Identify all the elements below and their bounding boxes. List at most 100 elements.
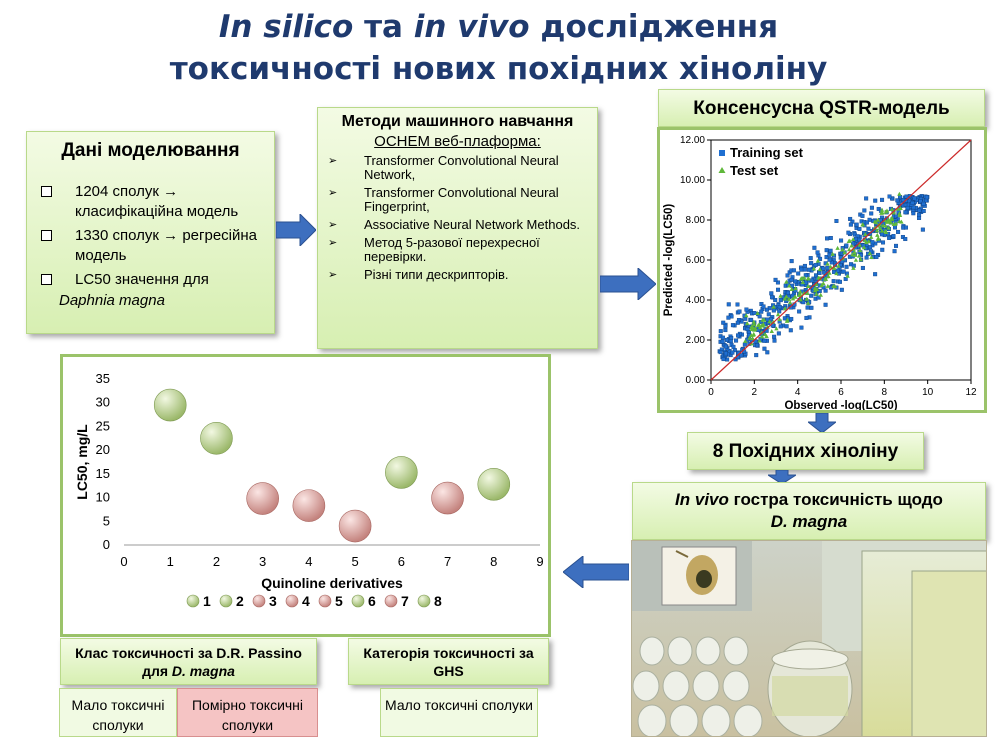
training-point: [831, 279, 836, 284]
training-point: [796, 271, 801, 276]
test-point: [877, 225, 883, 230]
test-point: [875, 232, 880, 237]
training-point: [768, 317, 773, 322]
modeling-item: 1204 сполук → класифікаційна модель: [39, 182, 274, 222]
training-point: [921, 209, 926, 214]
training-point: [901, 197, 906, 202]
training-point: [892, 249, 897, 254]
arrowhead-icon: ➢: [328, 237, 338, 249]
training-point: [812, 245, 817, 250]
test-point: [893, 221, 899, 226]
test-point: [786, 296, 792, 301]
test-point: [861, 245, 867, 250]
data-bubble: [431, 481, 464, 515]
training-point: [857, 237, 862, 242]
training-point: [791, 268, 796, 273]
training-point: [869, 249, 874, 254]
training-point: [854, 222, 859, 227]
training-point: [742, 342, 747, 347]
training-point: [815, 250, 820, 255]
test-point: [815, 258, 821, 263]
training-point: [816, 295, 821, 300]
test-point: [800, 280, 806, 285]
training-point: [718, 350, 723, 355]
data-bubble: [153, 388, 187, 422]
training-point: [880, 232, 885, 237]
training-point: [754, 353, 759, 358]
test-point: [806, 276, 811, 281]
test-point: [782, 306, 788, 311]
test-point: [775, 312, 781, 317]
training-point: [776, 287, 781, 292]
training-point: [728, 339, 733, 344]
qstr-chart-frame: 0 2 4 6 8 10 12 0.00 2.00 4.00 6.00 8.00 10.00 12.00 T…: [657, 127, 987, 413]
ml-item: ➢ Метод 5-разової перехресної перевірки.: [328, 236, 591, 264]
training-point: [844, 243, 849, 248]
x-tick-label: 10: [922, 387, 934, 398]
data-bubble: [385, 456, 418, 489]
modeling-header: Дані моделювання: [61, 140, 240, 161]
test-point: [774, 326, 779, 331]
legend-label: 5: [335, 593, 343, 609]
invivo-rest: гостра токсичність щодо: [728, 490, 943, 509]
test-point: [805, 283, 811, 288]
training-point: [730, 350, 735, 355]
test-point: [751, 319, 757, 324]
training-point: [839, 238, 844, 243]
test-point: [785, 317, 790, 322]
test-point: [757, 325, 763, 330]
training-point: [785, 273, 790, 278]
legend-marker-test: [718, 167, 726, 173]
training-point: [793, 279, 798, 284]
ml-platform: OCHEM веб-плаформа:: [374, 133, 541, 150]
training-point: [917, 212, 922, 217]
ml-item-text: Різні типи дескрипторів.: [364, 267, 509, 282]
invivo-italic: In vivo: [675, 490, 729, 509]
test-point: [850, 252, 855, 257]
y-tick-label: 30: [96, 395, 110, 410]
test-point: [872, 219, 878, 224]
x-tick-label: 2: [213, 554, 220, 569]
legend-label: 2: [236, 593, 244, 609]
training-point: [726, 315, 731, 320]
training-point: [790, 293, 795, 298]
test-point: [830, 251, 835, 256]
test-point: [835, 245, 840, 250]
modeling-item-text: 1330 сполук → регресійна модель: [75, 227, 257, 264]
test-point: [811, 266, 817, 271]
test-point: [876, 236, 881, 241]
modeling-item: 1330 сполук → регресійна модель: [39, 226, 274, 266]
training-point: [778, 298, 783, 303]
x-tick-label: 1: [167, 554, 174, 569]
training-point: [839, 287, 844, 292]
title-end: дослідження: [529, 9, 779, 45]
training-point: [848, 222, 853, 227]
training-point: [777, 305, 782, 310]
training-point: [730, 323, 735, 328]
training-point: [824, 248, 829, 253]
training-point: [864, 255, 869, 260]
test-point: [821, 281, 826, 286]
training-point: [860, 213, 865, 218]
legend: 1 2 3 4 5 6 7 8: [186, 593, 442, 609]
training-point: [789, 277, 794, 282]
test-point: [840, 247, 845, 252]
test-point: [884, 219, 890, 224]
passino-species: D. magna: [171, 663, 235, 679]
data-bubble: [292, 489, 326, 522]
arrow-right-icon: [276, 214, 316, 246]
test-point: [745, 321, 750, 326]
x-tick-label: 0: [708, 387, 714, 398]
test-point: [751, 327, 757, 332]
lc50-chart-frame: 0 1 2 3 4 5 6 7 8 9 0 5 10 15 20 25 30 35 Quinoline deriva…: [60, 354, 551, 637]
training-point: [903, 237, 908, 242]
test-point: [782, 296, 788, 301]
legend-marker: [186, 594, 200, 608]
title-italic-a: In silico: [218, 9, 354, 45]
derivatives-box: 8 Похідних хіноліну: [687, 432, 924, 470]
y-tick-label: 2.00: [686, 335, 706, 346]
training-point: [718, 329, 723, 334]
training-point: [825, 265, 830, 270]
test-point: [856, 253, 862, 258]
training-point: [772, 338, 777, 343]
